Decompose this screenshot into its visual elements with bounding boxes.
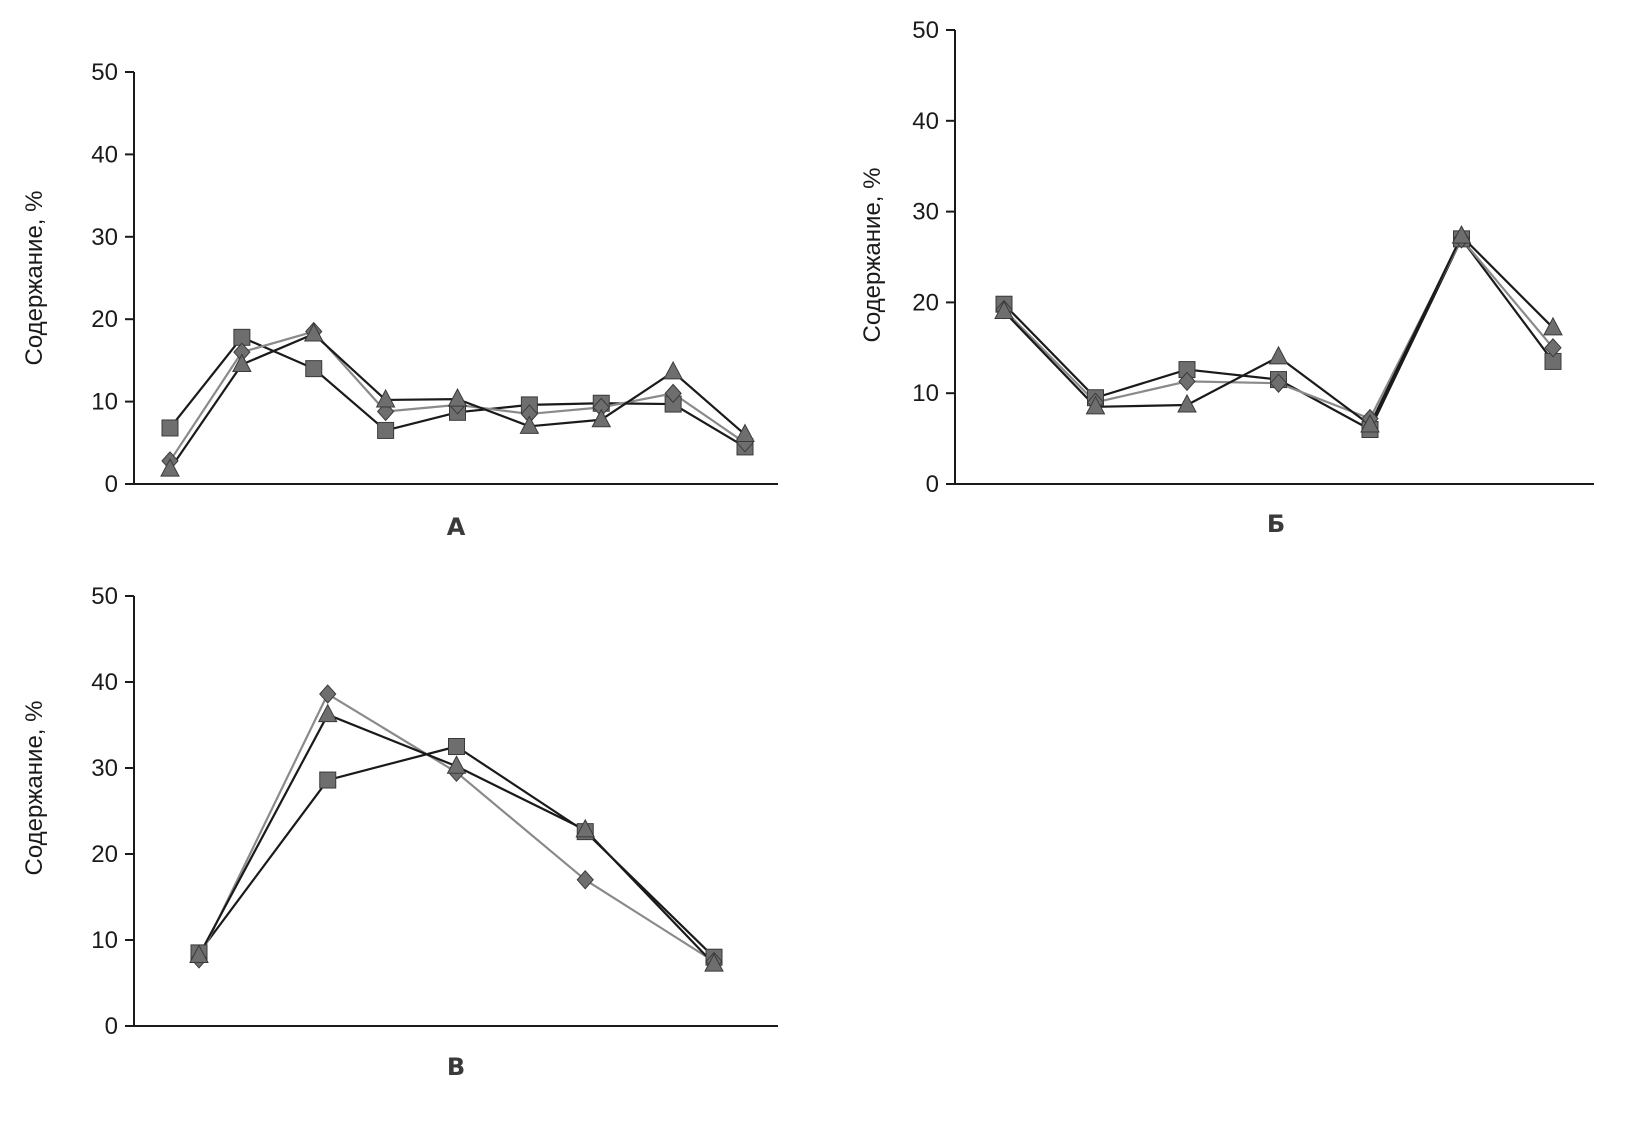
panel-a-diamond-point: [664, 383, 682, 404]
panel-a-triangle-point: [232, 353, 252, 373]
panel-a-label: А: [447, 513, 466, 541]
panel-b-label: Б: [1267, 510, 1285, 538]
panel-c-tick-label: 40: [91, 669, 118, 696]
panel-a-triangle-point: [303, 322, 324, 342]
panel-a-y-axis-title: Содержание, %: [21, 191, 48, 366]
panel-c-tick-label: 0: [105, 1013, 118, 1040]
panel-a-tick-label: 40: [91, 141, 118, 168]
panel-c-triangle-point: [317, 703, 338, 723]
panel-c-tick-label: 10: [91, 927, 118, 954]
panel-a-tick-label: 10: [91, 389, 118, 416]
panel-b-triangle-point: [1451, 225, 1472, 244]
panel-c-diamond-point: [319, 684, 337, 704]
panel-b-series-square-line: [1003, 237, 1554, 431]
panel-b-triangle-point: [1268, 345, 1289, 365]
panel-b-triangle-point: [1360, 413, 1380, 433]
panel-c-series-diamond-line: [198, 692, 715, 963]
panel-b-diamond-point: [1178, 371, 1196, 392]
panel-b-tick-label: 50: [912, 17, 939, 44]
panel-a-square-point: [305, 360, 323, 378]
panel-c-triangle-point: [575, 818, 596, 838]
panel-b-series-triangle-line: [1003, 235, 1554, 427]
panel-a-tick-label: 50: [91, 59, 118, 86]
panel-a: 0 10 20 30 40 50 Содержание, % А: [21, 59, 778, 541]
panel-b-y-axis-title: Содержание, %: [859, 168, 886, 343]
panel-a-triangle-point: [375, 388, 396, 408]
panel-c-square-point: [448, 738, 465, 755]
panel-b-tick-label: 30: [912, 199, 939, 226]
panel-a-series: [160, 321, 755, 477]
panel-c-ticks: 0 10 20 30 40 50: [91, 583, 134, 1040]
panel-c-tick-label: 50: [91, 583, 118, 610]
panel-b: 0 10 20 30 40 50 Содержание, % Б: [859, 17, 1594, 538]
panel-b-diamond-point: [1544, 338, 1562, 358]
panel-c: 0 10 20 30 40 50 Содержание, % В: [21, 583, 778, 1081]
panel-c-y-axis-title: Содержание, %: [21, 701, 48, 876]
panel-b-tick-label: 20: [912, 289, 939, 316]
panel-b-ticks: 0 10 20 30 40 50: [912, 17, 955, 498]
panel-b-triangle-point: [1177, 393, 1197, 413]
panel-a-square-point: [377, 421, 395, 439]
panel-b-diamond-point: [1269, 373, 1288, 393]
panel-a-tick-label: 20: [91, 306, 118, 333]
panel-a-tick-label: 30: [91, 224, 118, 251]
panel-a-triangle-point: [735, 423, 755, 443]
panel-b-triangle-point: [1085, 395, 1106, 415]
panel-b-tick-label: 0: [926, 471, 939, 498]
panel-a-tick-label: 0: [105, 471, 118, 498]
panel-c-square-point: [319, 771, 337, 789]
panel-c-triangle-point: [446, 755, 467, 774]
panel-a-triangle-point: [591, 408, 612, 428]
panel-b-tick-label: 40: [912, 108, 939, 135]
panel-a-ticks: 0 10 20 30 40 50: [91, 59, 134, 498]
panel-a-triangle-point: [663, 360, 683, 380]
panel-b-triangle-point: [1543, 316, 1563, 336]
panel-c-tick-label: 20: [91, 841, 118, 868]
panel-c-label: В: [447, 1053, 465, 1081]
panel-a-square-point: [161, 419, 179, 437]
panel-b-triangle-point: [994, 300, 1014, 319]
panel-b-tick-label: 10: [912, 380, 939, 407]
panel-c-tick-label: 30: [91, 755, 118, 782]
panel-a-triangle-point: [160, 458, 180, 477]
panel-c-triangle-point: [189, 944, 209, 963]
panel-c-series: [189, 684, 724, 972]
panel-b-series: [994, 225, 1563, 439]
panel-a-triangle-point: [447, 388, 468, 407]
panel-a-triangle-point: [519, 415, 540, 434]
panel-c-triangle-point: [704, 953, 724, 972]
panel-c-diamond-point: [576, 870, 594, 890]
